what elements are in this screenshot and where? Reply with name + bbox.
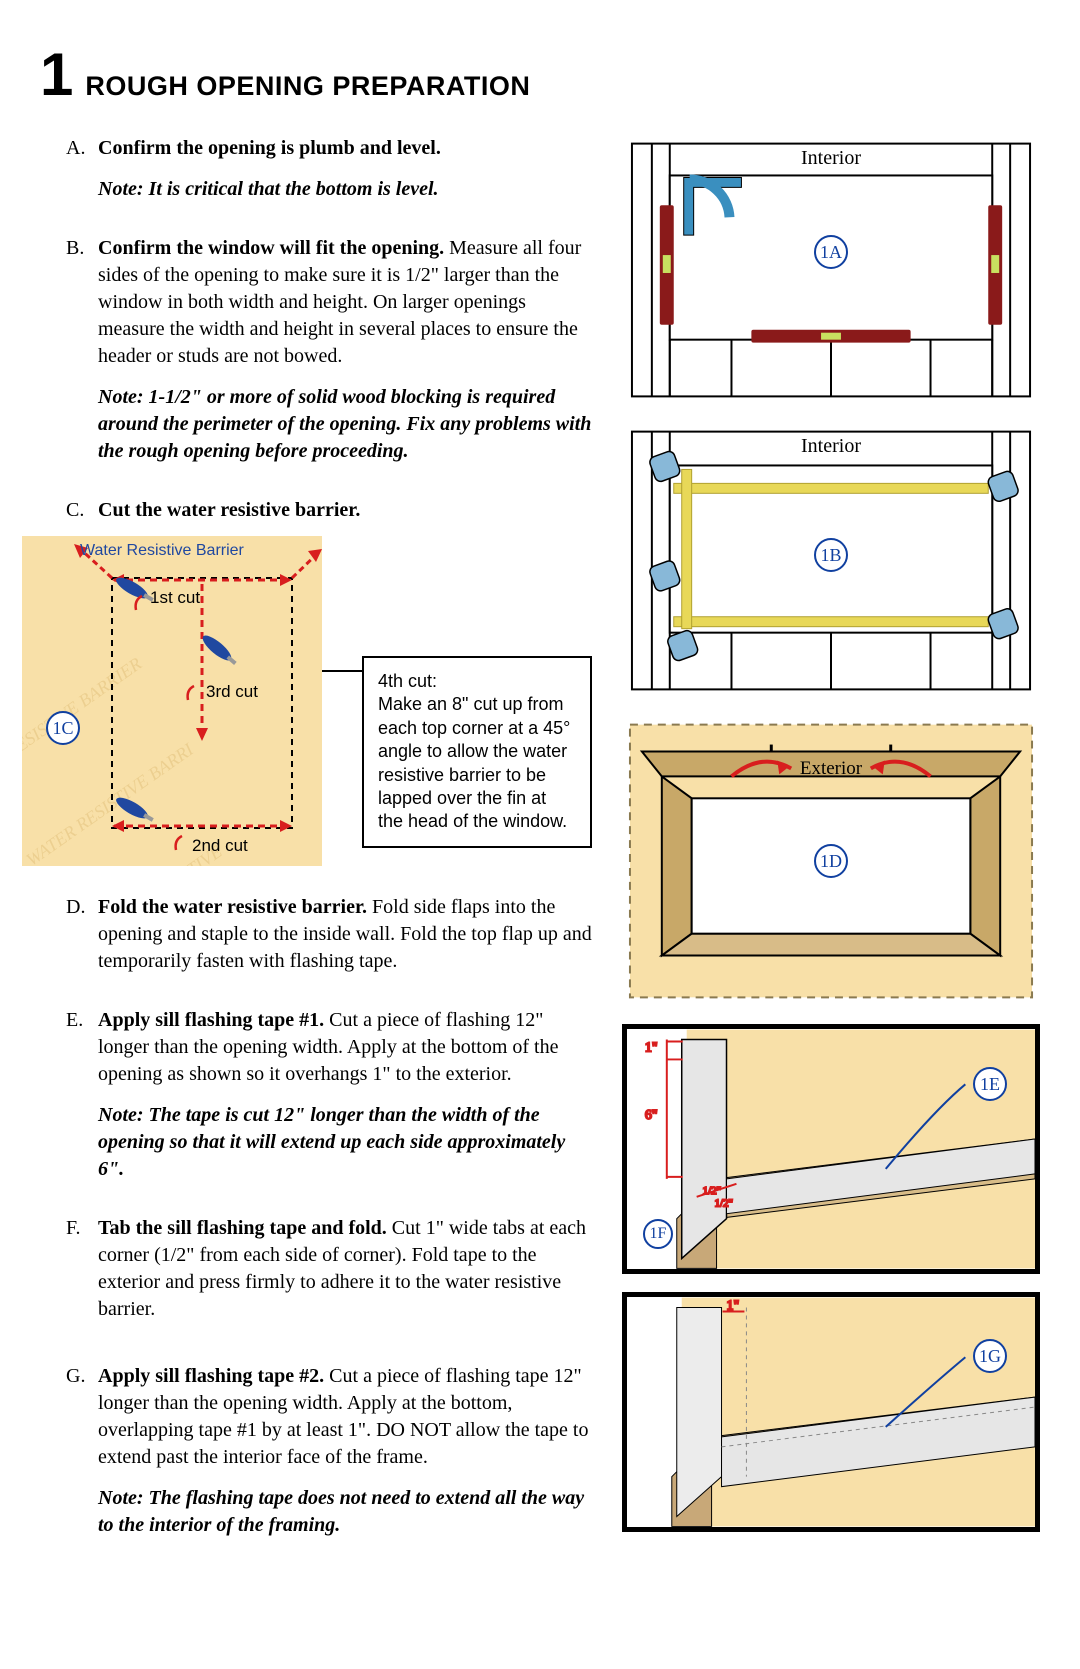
step-A: A. Confirm the opening is plumb and leve… [98,135,592,203]
diagram-1C-wrap: R RESISTIVE BARRIER WATER RESISTIVE BARR… [22,536,592,866]
figure-1E-1F: 1" 6" 1/2" 1/2" 1E 1F [622,1024,1040,1274]
left-column: A. Confirm the opening is plumb and leve… [40,135,592,1571]
step-B: B. Confirm the window will fit the openi… [98,235,592,465]
figure-1A: Interior 1A [622,135,1040,405]
figure-1G-svg: 1" [627,1297,1035,1527]
fig-1G-badge: 1G [973,1339,1007,1373]
step-title: Apply sill flashing tape #2. [98,1365,324,1387]
step-F: F. Tab the sill flashing tape and fold. … [98,1215,592,1323]
step-letter: F. [66,1215,81,1242]
figure-1EF-svg: 1" 6" 1/2" 1/2" [627,1029,1035,1269]
step-letter: A. [66,135,85,162]
fig-1A-label: Interior [801,147,861,170]
figure-1D: Exterior 1D [622,716,1040,1006]
step-note: Note: The flashing tape does not need to… [98,1485,592,1539]
step-letter: E. [66,1007,83,1034]
fig-1B-label: Interior [801,435,861,458]
figure-1G: 1" 1G [622,1292,1040,1532]
cut3-label: 3rd cut [206,682,258,702]
section-title: 1 ROUGH OPENING PREPARATION [40,45,1040,105]
fig-1E-badge: 1E [973,1067,1007,1101]
fig-1D-badge: 1D [814,844,848,878]
fig-1F-badge: 1F [643,1219,673,1249]
step-G: G. Apply sill flashing tape #2. Cut a pi… [98,1363,592,1539]
step-title: Apply sill flashing tape #1. [98,1009,324,1031]
callout-4th-cut: 4th cut: Make an 8" cut up from each top… [362,656,592,848]
figure-1B: Interior 1B [622,423,1040,698]
step-note: Note: The tape is cut 12" longer than th… [98,1102,592,1183]
cut1-label: 1st cut [150,588,200,608]
step-note: Note: 1-1/2" or more of solid wood block… [98,384,592,465]
dim-1g-1in: 1" [727,1299,740,1314]
diagram-1C: R RESISTIVE BARRIER WATER RESISTIVE BARR… [22,536,322,866]
step-D: D. Fold the water resistive barrier. Fol… [98,894,592,975]
step-title: Fold the water resistive barrier. [98,896,367,918]
step-E: E. Apply sill flashing tape #1. Cut a pi… [98,1007,592,1183]
step-note: Note: It is critical that the bottom is … [98,176,592,203]
step-title: Confirm the opening is plumb and level. [98,137,441,159]
callout-leader [322,670,362,672]
step-title: Cut the water resistive barrier. [98,499,360,521]
dim-6in: 6" [645,1108,658,1123]
step-letter: B. [66,235,84,262]
section-heading: ROUGH OPENING PREPARATION [85,71,530,102]
callout-text: 4th cut: Make an 8" cut up from each top… [378,671,570,831]
section-number: 1 [40,45,73,105]
svg-text:WATER RESISTIVE BARRI: WATER RESISTIVE BARRI [22,739,197,866]
fig-1B-badge: 1B [814,538,848,572]
diagram-1C-svg: R RESISTIVE BARRIER WATER RESISTIVE BARR… [22,536,322,866]
step-title: Confirm the window will fit the opening. [98,237,444,259]
step-letter: G. [66,1363,85,1390]
dim-half1: 1/2" [703,1185,721,1197]
fig-1C-badge: 1C [46,711,80,745]
svg-text:R RESISTIVE BARRIER: R RESISTIVE BARRIER [22,653,145,771]
step-C: C. Cut the water resistive barrier. [98,497,592,524]
fig-1A-badge: 1A [814,235,848,269]
figure-1A-svg [622,135,1040,405]
step-letter: C. [66,497,84,524]
dim-half2: 1/2" [715,1198,733,1210]
dim-1in: 1" [645,1040,658,1055]
fig-1D-label: Exterior [800,758,862,780]
wrb-label: Water Resistive Barrier [80,542,244,560]
cut2-label: 2nd cut [192,836,248,856]
right-column: Interior 1A [622,135,1040,1571]
step-letter: D. [66,894,85,921]
step-title: Tab the sill flashing tape and fold. [98,1217,387,1239]
